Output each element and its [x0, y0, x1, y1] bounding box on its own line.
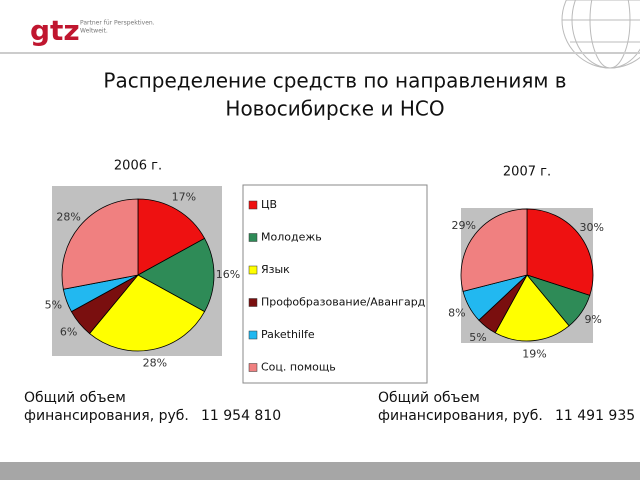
legend-label: Молодежь [261, 231, 322, 244]
total-label: Общий объем [378, 390, 480, 406]
data-label: 19% [522, 348, 546, 361]
total-label: финансирования, руб. [378, 408, 543, 424]
legend-swatch [248, 265, 258, 275]
footer-bar [0, 462, 640, 480]
legend [242, 184, 428, 384]
legend-swatch [248, 330, 258, 340]
data-label: 17% [172, 191, 196, 204]
legend-label: Pakethilfe [261, 328, 315, 341]
pie-slice [526, 208, 594, 296]
data-label: 30% [579, 221, 603, 234]
data-label: 5% [469, 331, 486, 344]
data-label: 5% [45, 298, 62, 311]
data-label: 9% [584, 313, 601, 326]
data-label: 28% [56, 211, 80, 224]
chart-title: 2006 г. [114, 159, 162, 174]
logo-tagline: Partner für Perspektiven. [80, 20, 155, 27]
logo-tagline: Weltweit. [80, 28, 108, 35]
legend-swatch [248, 200, 258, 210]
legend-swatch [248, 233, 258, 242]
header-rule [0, 52, 640, 54]
data-label: 6% [60, 325, 77, 338]
data-label: 8% [448, 307, 465, 320]
slide-title: Новосибирске и НСО [225, 97, 444, 121]
slide-title: Распределение средств по направлениям в [103, 69, 566, 93]
data-label: 28% [143, 356, 167, 369]
legend-label: Профобразование/Авангард [261, 296, 426, 309]
pie-slice [61, 198, 139, 290]
globe-icon [561, 0, 640, 69]
data-label: 16% [216, 268, 240, 281]
total-amount: 11 491 935 [555, 408, 635, 424]
legend-swatch [248, 298, 258, 307]
logo-brand: gtz [30, 14, 80, 47]
legend-swatch [248, 363, 258, 372]
total-label: финансирования, руб. [24, 408, 189, 424]
pie-slice [494, 274, 570, 342]
data-label: 29% [452, 219, 476, 232]
legend-label: Соц. помощь [261, 361, 336, 374]
legend-label: ЦВ [261, 198, 277, 211]
pie-slice [137, 198, 206, 276]
total-label: Общий объем [24, 390, 126, 406]
pie-slice [88, 274, 206, 352]
legend-label: Язык [261, 263, 290, 276]
chart-title: 2007 г. [503, 165, 551, 180]
pie-slice [137, 237, 215, 313]
pie-slice [460, 208, 528, 292]
total-amount: 11 954 810 [201, 408, 281, 424]
